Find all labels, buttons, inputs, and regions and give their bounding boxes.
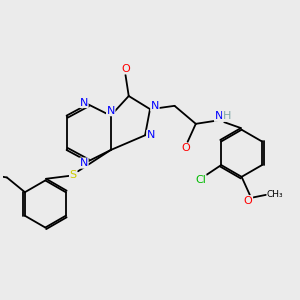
Text: O: O bbox=[121, 64, 130, 74]
Text: CH₃: CH₃ bbox=[267, 190, 284, 199]
Text: H: H bbox=[223, 111, 231, 121]
Text: N: N bbox=[106, 106, 115, 116]
Text: S: S bbox=[70, 169, 77, 179]
Text: N: N bbox=[151, 101, 159, 111]
Text: N: N bbox=[80, 98, 88, 108]
Text: O: O bbox=[244, 196, 253, 206]
Text: N: N bbox=[214, 111, 223, 121]
Text: Cl: Cl bbox=[195, 175, 206, 185]
Text: N: N bbox=[80, 158, 88, 168]
Text: O: O bbox=[182, 143, 190, 153]
Text: N: N bbox=[147, 130, 155, 140]
